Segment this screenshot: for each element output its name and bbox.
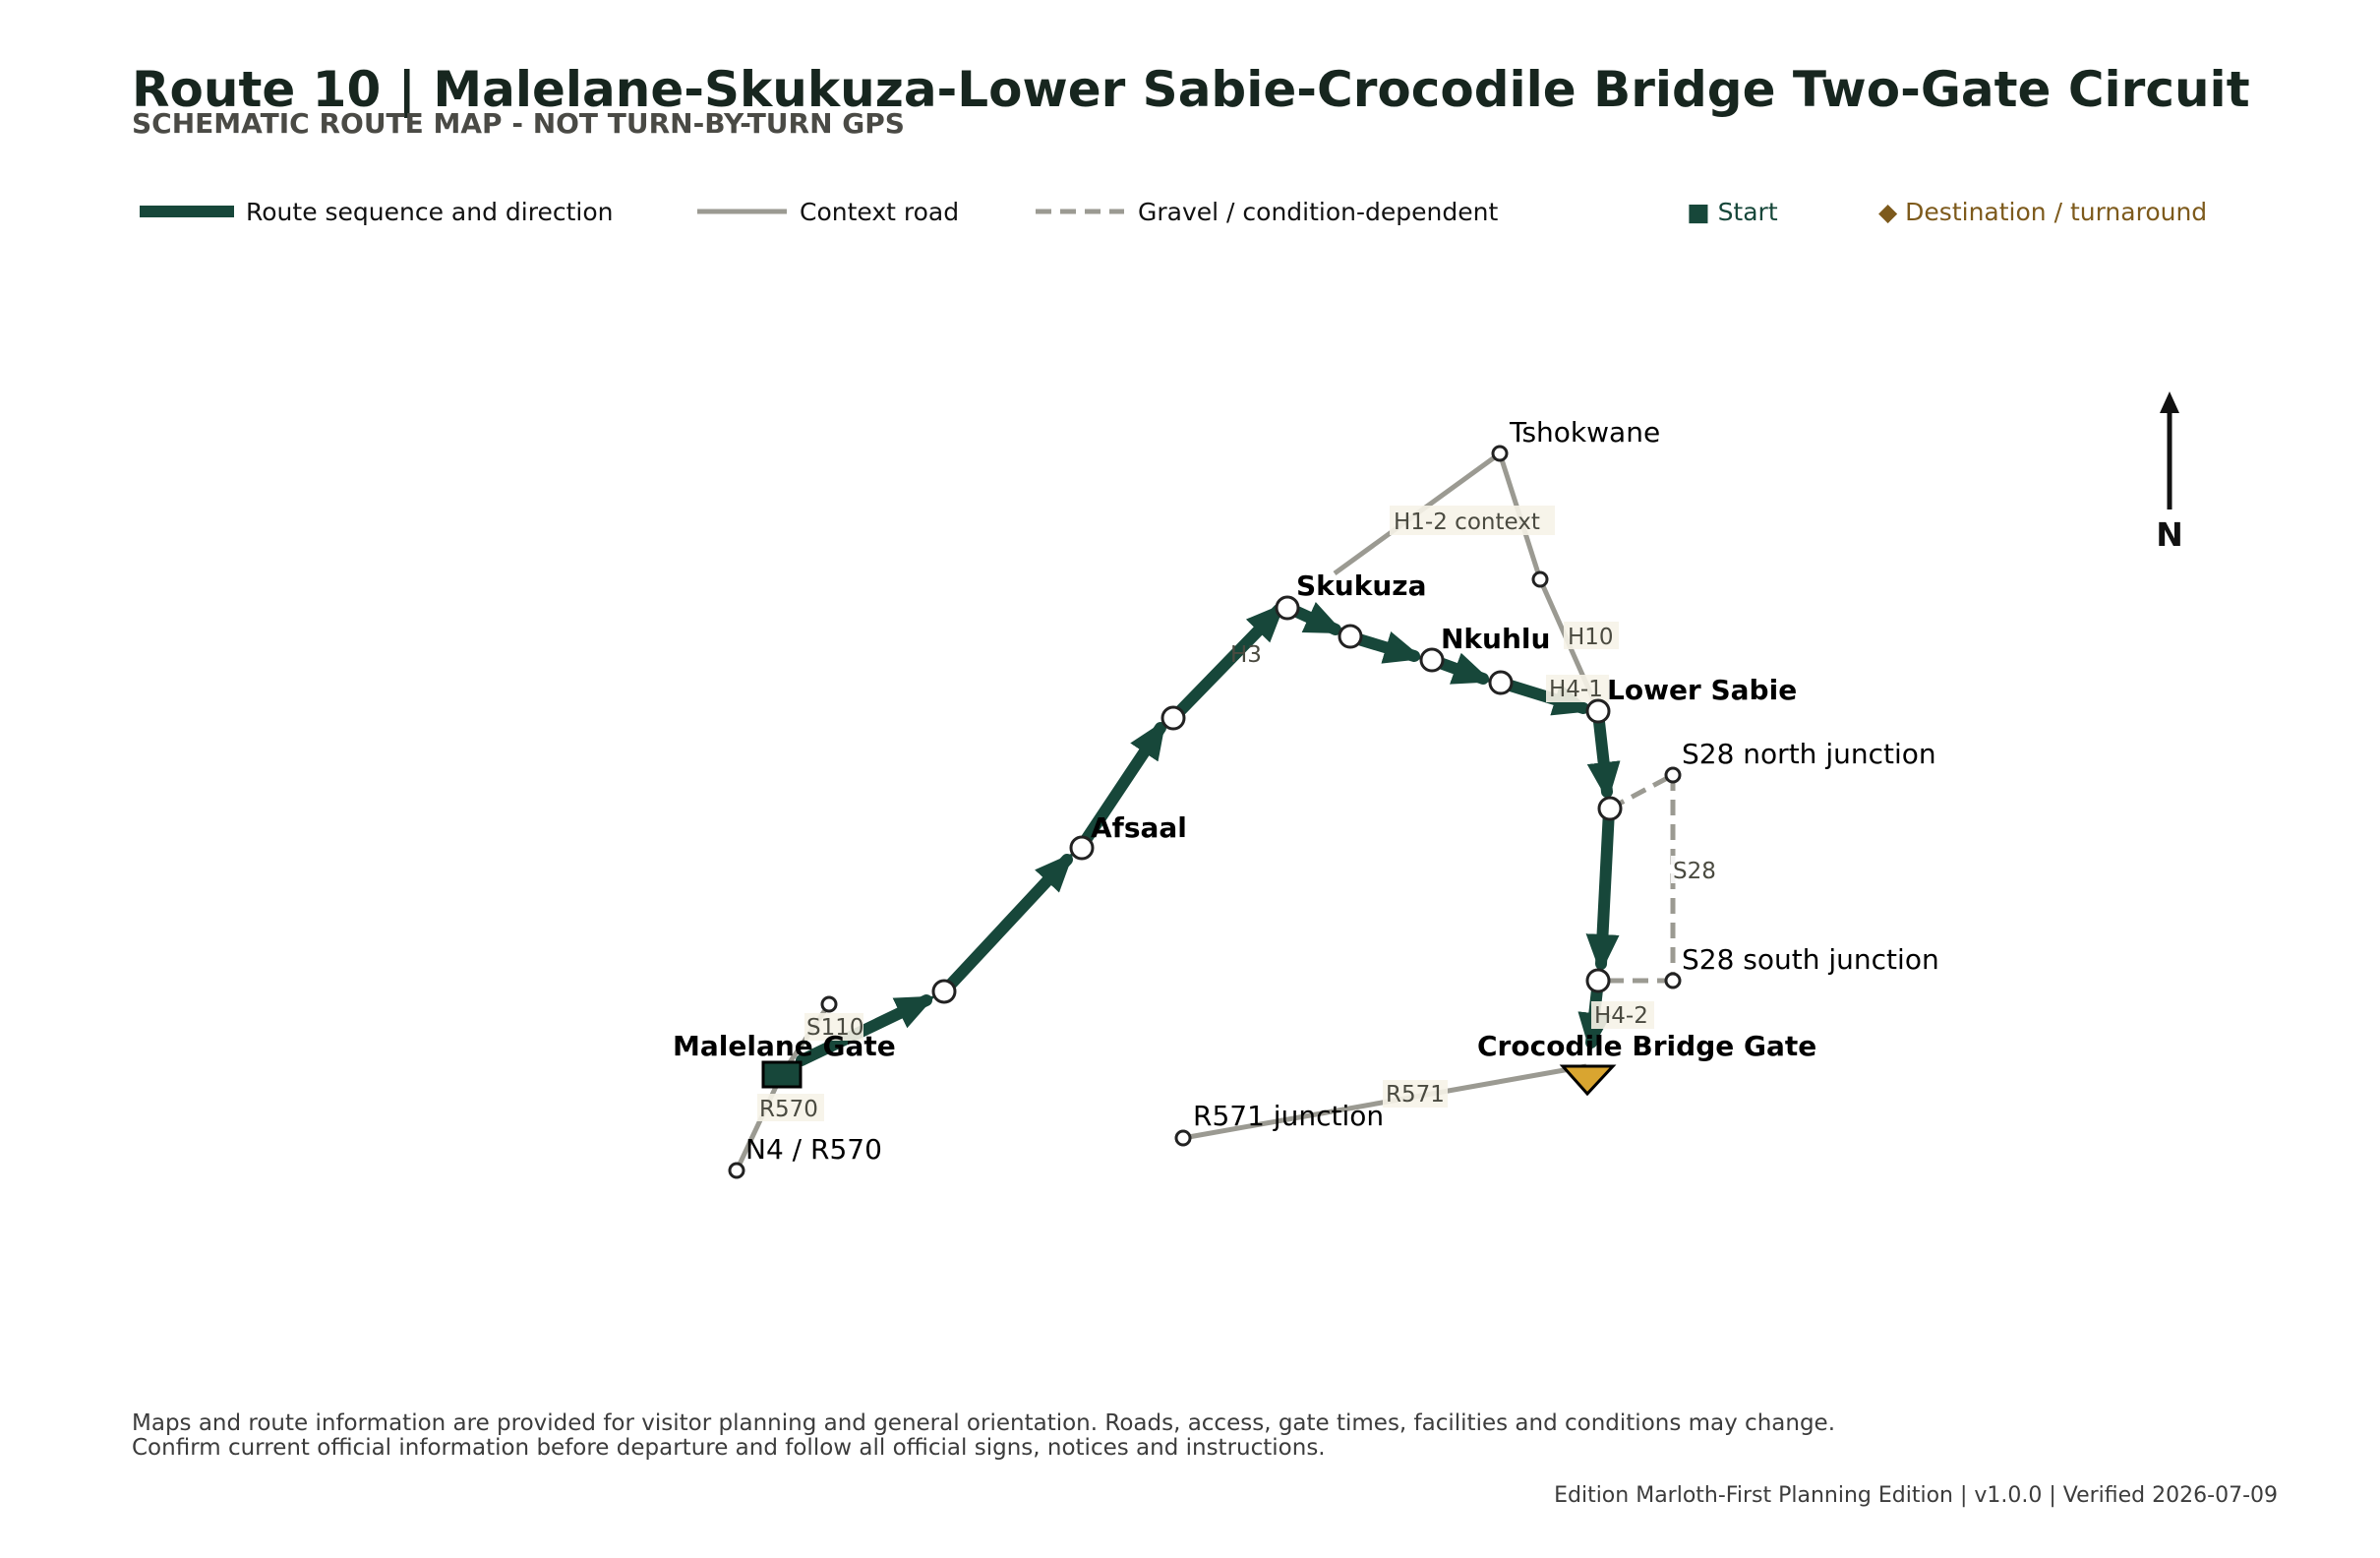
legend-destination-label: ◆ Destination / turnaround: [1878, 198, 2207, 226]
place-label-n4-r570: N4 / R570: [745, 1133, 882, 1166]
waypoint-lower-sabie: [1585, 698, 1611, 724]
node-tshokwane: [1491, 445, 1509, 462]
waypoint-3: [1160, 705, 1186, 731]
node-h10-midpoint: [1531, 570, 1549, 588]
route-segment-4: [1167, 602, 1285, 724]
road-label-h4-1: H4-1: [1549, 677, 1603, 702]
label-bg-r570: [757, 1094, 824, 1121]
north-label: N: [2156, 515, 2183, 554]
route-segment-8: [1495, 677, 1593, 716]
road-label-h1-2: H1-2 context: [1394, 509, 1540, 535]
label-bg-h4-1: [1546, 675, 1609, 702]
legend-start-label: ■ Start: [1687, 198, 1778, 226]
node-s28-north: [1664, 766, 1682, 784]
road-label-h4-2: H4-2: [1594, 1003, 1648, 1029]
road-label-h10: H10: [1568, 625, 1614, 650]
label-bg-h4-2: [1591, 1001, 1654, 1029]
label-bg-r571: [1383, 1080, 1448, 1108]
node-s28-south: [1664, 972, 1682, 989]
road-label-s110: S110: [806, 1015, 864, 1041]
waypoint-7: [1488, 670, 1514, 695]
start-marker: [761, 1060, 803, 1089]
legend-route-label: Route sequence and direction: [246, 198, 613, 226]
map-subtitle: SCHEMATIC ROUTE MAP - NOT TURN-BY-TURN G…: [132, 107, 905, 140]
label-bg-h10: [1564, 622, 1619, 649]
node-n4-r570: [728, 1162, 745, 1179]
route-line: [796, 602, 1621, 1066]
place-label-s28-north: S28 north junction: [1682, 738, 1936, 770]
disclaimer-line-2: Confirm current official information bef…: [132, 1435, 1326, 1461]
road-label-r571: R571: [1386, 1082, 1445, 1108]
place-label-nkuhlu: Nkuhlu: [1441, 623, 1550, 655]
place-label-lower-sabie: Lower Sabie: [1607, 674, 1797, 706]
legend-context-label: Context road: [800, 198, 959, 226]
place-label-tshokwane: Tshokwane: [1509, 416, 1660, 449]
place-labels: Malelane Gate Afsaal Skukuza Nkuhlu Lowe…: [673, 416, 1939, 1166]
context-nodes: [728, 445, 1682, 1179]
map-title: Route 10 | Malelane-Skukuza-Lower Sabie-…: [132, 61, 2250, 118]
route-waypoints: [931, 595, 1623, 1004]
label-bg-h1-2: [1390, 506, 1555, 535]
waypoint-nkuhlu: [1419, 647, 1445, 673]
route-segment-9: [1586, 707, 1621, 802]
label-bg-s28: [1671, 856, 1724, 883]
node-r571-junction: [1174, 1129, 1192, 1147]
edition-info: Edition Marloth-First Planning Edition |…: [1554, 1483, 2278, 1508]
road-labels: S110 R570 H3 H1-2 context H10 H4-1 S28 H…: [757, 506, 1724, 1122]
waypoint-5: [1338, 624, 1363, 649]
route-segment-6: [1346, 631, 1424, 664]
place-label-skukuza: Skukuza: [1296, 569, 1426, 602]
waypoint-afsaal: [1069, 835, 1095, 861]
place-label-afsaal: Afsaal: [1091, 811, 1187, 844]
route-segment-2: [938, 852, 1074, 997]
legend: Route sequence and direction Context roa…: [140, 198, 2207, 226]
road-r570: [734, 1072, 785, 1172]
place-label-crocodile-bridge-gate: Crocodile Bridge Gate: [1477, 1030, 1816, 1062]
waypoint-s28-north: [1597, 796, 1623, 821]
route-segment-10: [1585, 805, 1620, 974]
route-segment-1: [796, 994, 936, 1066]
place-label-malelane-gate: Malelane Gate: [673, 1030, 896, 1062]
waypoint-skukuza: [1275, 595, 1300, 621]
waypoint-1: [931, 979, 957, 1004]
disclaimer-line-1: Maps and route information are provided …: [132, 1410, 1835, 1436]
north-arrow: N: [2156, 391, 2183, 554]
place-label-s28-south: S28 south junction: [1682, 943, 1939, 976]
route-segment-3: [1076, 719, 1166, 852]
legend-gravel-label: Gravel / condition-dependent: [1138, 198, 1498, 226]
place-label-r571-junction: R571 junction: [1193, 1100, 1384, 1132]
destination-marker: [1559, 1064, 1617, 1097]
label-bg-s110: [804, 1013, 863, 1041]
node-s110: [820, 995, 838, 1013]
waypoint-s28-south: [1585, 968, 1611, 993]
road-label-r570: R570: [759, 1097, 818, 1122]
road-label-s28: S28: [1673, 859, 1716, 884]
north-arrow-icon: [2160, 391, 2179, 413]
road-label-h3: H3: [1230, 642, 1262, 668]
